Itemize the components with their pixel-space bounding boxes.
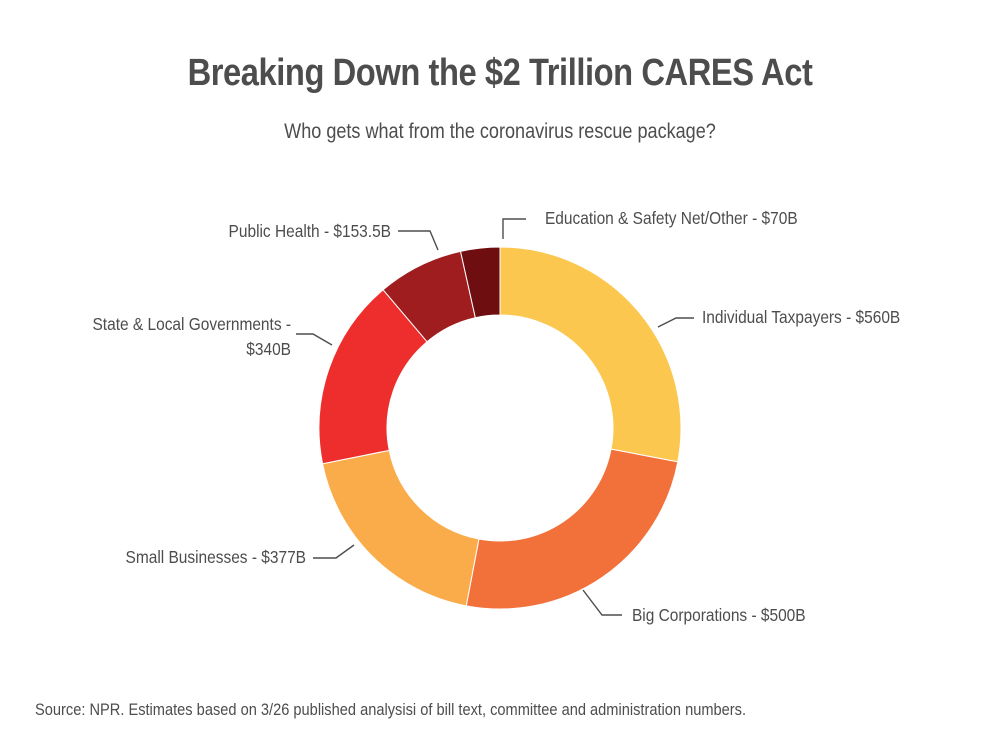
chart-title: Breaking Down the $2 Trillion CARES Act — [187, 52, 813, 94]
leader-line — [296, 333, 333, 346]
source-note: Source: NPR. Estimates based on 3/26 pub… — [35, 700, 747, 719]
leader-line — [502, 218, 526, 239]
donut-slice — [321, 449, 480, 607]
slice-label: $340B — [246, 339, 291, 359]
donut-slices — [318, 246, 682, 610]
leader-line — [313, 544, 355, 559]
donut-slice — [459, 246, 501, 319]
slice-label: Big Corporations - $500B — [632, 605, 806, 625]
donut-slice — [499, 246, 682, 463]
slice-label: Education & Safety Net/Other - $70B — [545, 208, 798, 228]
slice-label: Public Health - $153.5B — [229, 221, 391, 241]
slice-label: Small Businesses - $377B — [126, 547, 306, 567]
slice-label: Individual Taxpayers - $560B — [702, 307, 900, 327]
leader-line — [398, 230, 439, 251]
slice-labels: Individual Taxpayers - $560B Big Corporat… — [92, 208, 900, 625]
label-leader-lines — [296, 218, 694, 616]
chart-subtitle: Who gets what from the coronavirus rescu… — [284, 120, 716, 143]
slice-label: State & Local Governments - — [92, 314, 291, 334]
leader-line — [657, 317, 694, 328]
leader-line — [582, 589, 622, 616]
donut-slice — [465, 448, 679, 610]
